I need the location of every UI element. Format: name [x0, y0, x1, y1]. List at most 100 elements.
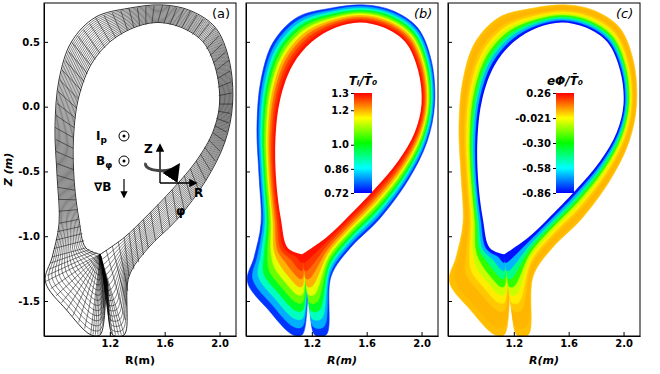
- colorbar-tick-label: 1.0: [331, 139, 349, 150]
- field-band: [470, 15, 629, 287]
- field-band: [258, 8, 432, 320]
- mesh-spoke: [95, 254, 100, 334]
- mesh-spoke: [164, 6, 170, 23]
- x-axis-title: R(m): [529, 354, 559, 367]
- y-tick-mark: [44, 171, 48, 172]
- mesh-spoke: [214, 125, 227, 132]
- panel: IpBφ∇BZRφ1.21.62.00.50.0-0.5-1.0-1.5R(m)…: [2, 3, 237, 367]
- colorbar-tick: -0.86: [522, 188, 556, 199]
- colorbar-tick-mark: [351, 169, 354, 170]
- x-tick-mark: [165, 332, 166, 336]
- colorbar-tick-mark: [553, 143, 556, 144]
- colorbar-tick-mark: [351, 110, 354, 111]
- mesh-spoke: [184, 175, 191, 200]
- plot-area: [247, 5, 435, 336]
- x-tick: 2.0: [615, 332, 633, 349]
- x-tick-mark: [569, 332, 570, 336]
- colorbar-tick-label: -0.58: [522, 163, 551, 174]
- y-tick-mark: [448, 171, 452, 172]
- field-band: [460, 8, 634, 320]
- y-tick: 0.0: [22, 101, 48, 112]
- field-band: [253, 7, 434, 329]
- y-tick-mark: [246, 301, 250, 302]
- mesh-spoke: [216, 118, 229, 123]
- mesh-spoke: [51, 250, 90, 264]
- out-of-page-dot: [123, 160, 126, 163]
- mesh-spoke: [56, 234, 83, 240]
- colorbar-tick: 1.3: [331, 88, 354, 99]
- y-tick: [448, 107, 452, 108]
- mesh-surface: [62, 11, 228, 305]
- field-band: [247, 5, 435, 336]
- field-band: [475, 21, 625, 263]
- x-tick-label: 1.6: [358, 338, 376, 349]
- mesh-spoke: [196, 161, 206, 180]
- field-band: [264, 12, 429, 304]
- annotation-subscript: p: [100, 135, 107, 145]
- mesh-spoke: [68, 51, 87, 73]
- mesh-spoke: [54, 241, 84, 249]
- mesh-spoke: [217, 71, 230, 79]
- y-tick-mark: [448, 301, 452, 302]
- x-tick: 1.6: [156, 332, 174, 349]
- mesh-spoke: [152, 6, 154, 24]
- colorbar-tick: 0.86: [324, 164, 354, 175]
- figure: IpBφ∇BZRφ1.21.62.00.50.0-0.5-1.0-1.5R(m)…: [0, 0, 660, 374]
- field-band: [466, 12, 631, 304]
- plot-frame: [246, 3, 438, 336]
- x-tick-label: 2.0: [211, 338, 229, 349]
- annotation-text: ∇B: [94, 180, 112, 194]
- field-band: [474, 19, 627, 271]
- y-tick-mark: [246, 236, 250, 237]
- mesh-spoke: [58, 187, 76, 190]
- colorbar-axis: 1.31.21.00.860.72: [324, 88, 354, 199]
- mesh-spoke: [124, 238, 129, 277]
- mesh-spoke: [59, 210, 78, 212]
- colorbar-tick-mark: [553, 118, 556, 119]
- mesh-spoke: [57, 175, 74, 180]
- out-of-page-dot: [123, 135, 126, 138]
- colorbar-tick-mark: [553, 168, 556, 169]
- mesh-spoke: [213, 133, 225, 142]
- core-region: [477, 22, 624, 254]
- annotation-text: Z: [144, 142, 153, 156]
- x-tick-mark: [110, 332, 111, 336]
- x-axis-title: R(m): [125, 354, 155, 367]
- x-tick-label: 1.6: [156, 338, 174, 349]
- y-tick: [448, 236, 452, 237]
- colorbar-axis-line: [354, 94, 355, 194]
- mesh-surface: [63, 13, 227, 301]
- colorbar-tick-label: -0.86: [522, 188, 551, 199]
- annotation-text: φ: [176, 204, 185, 218]
- r-arrow: [160, 182, 196, 183]
- y-tick: [246, 42, 250, 43]
- mesh-spoke: [170, 8, 177, 25]
- mesh-spoke: [165, 197, 170, 226]
- mesh-spoke: [73, 254, 101, 316]
- mesh-spoke: [218, 111, 231, 113]
- mesh-spoke: [218, 82, 231, 87]
- x-tick-label: 1.2: [505, 338, 523, 349]
- colorbar-tick: -0.30: [522, 138, 556, 149]
- mesh-spoke: [216, 60, 229, 70]
- x-axis-title: R(m): [327, 354, 357, 367]
- mesh-spoke: [83, 30, 100, 54]
- mesh-spoke: [91, 254, 101, 334]
- colorbar-tick: 1.2: [331, 105, 354, 116]
- y-tick-mark: [448, 236, 452, 237]
- mesh-surface: [71, 20, 222, 264]
- mesh-spoke: [210, 44, 223, 56]
- mesh-spoke: [129, 233, 134, 269]
- mesh-spoke: [57, 163, 74, 169]
- panel-label: (b): [414, 6, 432, 21]
- y-tick: [448, 301, 452, 302]
- mesh-spoke: [129, 8, 134, 27]
- field-band: [449, 5, 637, 336]
- y-tick-label: -1.5: [18, 296, 40, 307]
- mesh-spoke: [158, 204, 163, 233]
- x-tick-label: 1.2: [303, 338, 321, 349]
- mesh-spoke: [71, 42, 90, 65]
- mesh-surface: [49, 6, 233, 332]
- field-band: [273, 21, 423, 263]
- field-band: [472, 17, 628, 279]
